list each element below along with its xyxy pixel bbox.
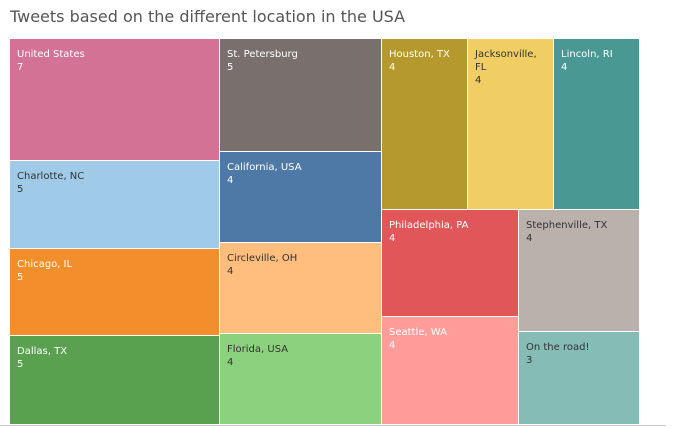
tile-label: Dallas, TX 5 <box>17 345 215 371</box>
tile-value: 4 <box>475 75 482 86</box>
treemap-tile[interactable]: Dallas, TX 5 <box>10 336 220 425</box>
tile-name: Charlotte, NC <box>17 171 85 182</box>
tile-label: Chicago, IL 5 <box>17 258 215 284</box>
tile-label: Jacksonville, FL 4 <box>475 48 549 87</box>
treemap-tile[interactable]: Seattle, WA 4 <box>382 317 519 425</box>
tile-value: 4 <box>561 62 568 73</box>
tile-value: 5 <box>17 359 24 370</box>
treemap-tile[interactable]: Circleville, OH 4 <box>220 243 382 334</box>
tile-label: Seattle, WA 4 <box>389 326 514 352</box>
tile-value: 4 <box>526 233 533 244</box>
treemap: United States 7 St. Petersburg 5 Charlotte, … <box>10 39 640 425</box>
tile-name: Dallas, TX <box>17 346 68 357</box>
tile-label: Stephenville, TX 4 <box>526 219 635 245</box>
tile-value: 7 <box>17 62 24 73</box>
treemap-tile[interactable]: Philadelphia, PA 4 <box>382 210 519 317</box>
tile-value: 4 <box>389 340 396 351</box>
tile-value: 4 <box>227 175 234 186</box>
tile-name: Houston, TX <box>389 49 450 60</box>
tile-name: United States <box>17 49 85 60</box>
tile-value: 5 <box>17 184 24 195</box>
treemap-tile[interactable]: Lincoln, RI 4 <box>554 39 640 210</box>
treemap-tile[interactable]: St. Petersburg 5 <box>220 39 382 152</box>
bottom-divider <box>0 425 666 426</box>
tile-name: Florida, USA <box>227 344 289 355</box>
tile-label: California, USA 4 <box>227 161 377 187</box>
tile-label: United States 7 <box>17 48 215 74</box>
tile-value: 5 <box>227 62 234 73</box>
tile-name: Philadelphia, PA <box>389 220 469 231</box>
tile-label: St. Petersburg 5 <box>227 48 377 74</box>
tile-name: On the road! <box>526 342 590 353</box>
tile-name: Jacksonville, FL <box>475 49 537 73</box>
treemap-tile[interactable]: On the road! 3 <box>519 332 640 425</box>
tile-name: California, USA <box>227 162 302 173</box>
tile-value: 4 <box>389 62 396 73</box>
tile-label: Lincoln, RI 4 <box>561 48 635 74</box>
treemap-tile[interactable]: United States 7 <box>10 39 220 161</box>
tile-name: Lincoln, RI <box>561 49 613 60</box>
treemap-tile[interactable]: Houston, TX 4 <box>382 39 468 210</box>
tile-label: On the road! 3 <box>526 341 635 367</box>
tile-value: 3 <box>526 355 533 366</box>
treemap-tile[interactable]: Jacksonville, FL 4 <box>468 39 554 210</box>
tile-label: Circleville, OH 4 <box>227 252 377 278</box>
tile-label: Philadelphia, PA 4 <box>389 219 514 245</box>
tile-value: 4 <box>227 266 234 277</box>
treemap-tile[interactable]: Stephenville, TX 4 <box>519 210 640 332</box>
tile-name: Stephenville, TX <box>526 220 608 231</box>
tile-label: Florida, USA 4 <box>227 343 377 369</box>
tile-name: Chicago, IL <box>17 259 73 270</box>
tile-label: Charlotte, NC 5 <box>17 170 215 196</box>
tile-value: 5 <box>17 272 24 283</box>
treemap-tile[interactable]: Chicago, IL 5 <box>10 249 220 336</box>
tile-name: Circleville, OH <box>227 253 298 264</box>
treemap-tile[interactable]: Florida, USA 4 <box>220 334 382 425</box>
treemap-tile[interactable]: California, USA 4 <box>220 152 382 243</box>
chart-title: Tweets based on the different location i… <box>10 7 406 26</box>
tile-value: 4 <box>227 357 234 368</box>
tile-name: Seattle, WA <box>389 327 447 338</box>
treemap-tile[interactable]: Charlotte, NC 5 <box>10 161 220 249</box>
tile-value: 4 <box>389 233 396 244</box>
tile-label: Houston, TX 4 <box>389 48 463 74</box>
tile-name: St. Petersburg <box>227 49 298 60</box>
